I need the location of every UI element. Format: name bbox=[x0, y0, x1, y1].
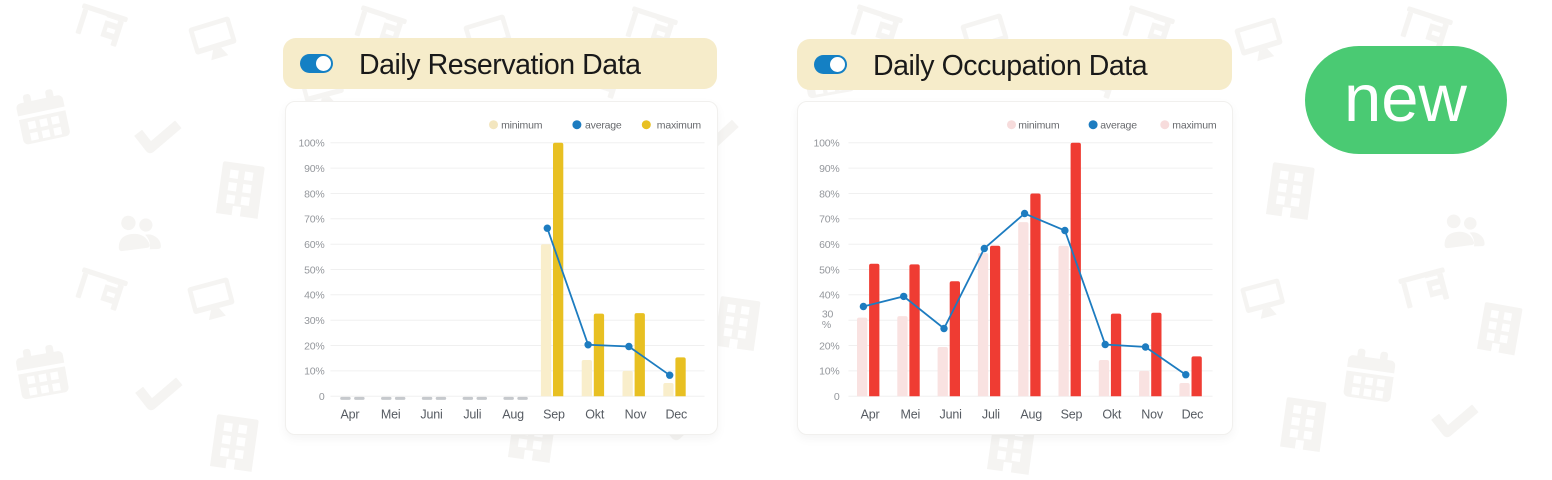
svg-text:80%: 80% bbox=[304, 188, 324, 200]
svg-text:0: 0 bbox=[833, 391, 839, 403]
svg-text:Juli: Juli bbox=[463, 408, 481, 422]
svg-text:Nov: Nov bbox=[1141, 408, 1164, 422]
svg-text:Aug: Aug bbox=[1020, 408, 1042, 422]
svg-text:average: average bbox=[1100, 120, 1137, 132]
svg-text:40%: 40% bbox=[304, 290, 324, 302]
svg-text:Okt: Okt bbox=[585, 408, 605, 422]
svg-text:90%: 90% bbox=[819, 163, 839, 175]
svg-text:70%: 70% bbox=[819, 214, 839, 226]
svg-text:Juni: Juni bbox=[420, 408, 442, 422]
svg-text:50%: 50% bbox=[304, 264, 324, 276]
svg-text:10%: 10% bbox=[819, 366, 839, 378]
svg-text:70%: 70% bbox=[304, 214, 324, 226]
svg-text:40%: 40% bbox=[819, 290, 839, 302]
svg-text:100%: 100% bbox=[298, 138, 324, 150]
svg-text:Aug: Aug bbox=[502, 408, 524, 422]
svg-text:20%: 20% bbox=[819, 340, 839, 352]
svg-text:maximum: maximum bbox=[656, 120, 701, 132]
svg-text:Okt: Okt bbox=[1102, 408, 1122, 422]
svg-text:30: 30 bbox=[821, 308, 833, 320]
svg-text:Dec: Dec bbox=[1181, 408, 1203, 422]
svg-text:Mei: Mei bbox=[380, 408, 400, 422]
svg-text:Sep: Sep bbox=[543, 408, 565, 422]
svg-text:minimum: minimum bbox=[1018, 120, 1060, 132]
svg-text:90%: 90% bbox=[304, 163, 324, 175]
svg-text:50%: 50% bbox=[819, 264, 839, 276]
svg-text:Mei: Mei bbox=[900, 408, 920, 422]
svg-text:100%: 100% bbox=[813, 138, 839, 150]
svg-text:minimum: minimum bbox=[501, 120, 543, 132]
svg-text:30%: 30% bbox=[304, 315, 324, 327]
svg-text:maximum: maximum bbox=[1172, 120, 1217, 132]
svg-text:60%: 60% bbox=[819, 239, 839, 251]
svg-text:Nov: Nov bbox=[624, 408, 647, 422]
svg-text:Apr: Apr bbox=[860, 408, 879, 422]
svg-text:10%: 10% bbox=[304, 366, 324, 378]
svg-text:60%: 60% bbox=[304, 239, 324, 251]
svg-text:0: 0 bbox=[318, 391, 324, 403]
svg-text:%: % bbox=[821, 319, 830, 331]
svg-text:Apr: Apr bbox=[340, 408, 359, 422]
svg-text:20%: 20% bbox=[304, 340, 324, 352]
svg-text:80%: 80% bbox=[819, 188, 839, 200]
svg-text:average: average bbox=[585, 120, 622, 132]
svg-text:Juni: Juni bbox=[939, 408, 961, 422]
svg-text:Sep: Sep bbox=[1060, 408, 1082, 422]
svg-text:Dec: Dec bbox=[665, 408, 687, 422]
svg-text:Juli: Juli bbox=[981, 408, 999, 422]
